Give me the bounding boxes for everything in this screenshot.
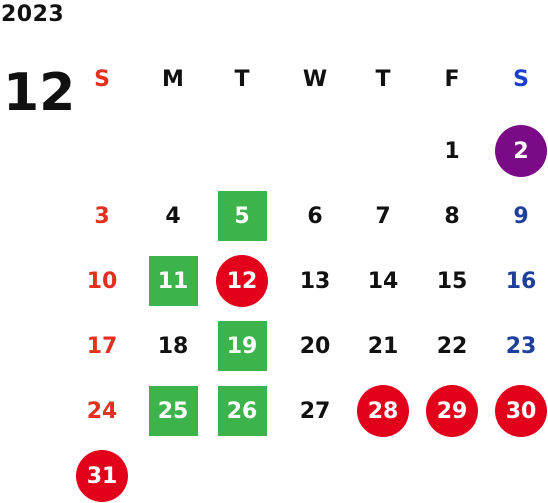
calendar-day-1[interactable]: 1 [444,138,460,164]
calendar-day-6[interactable]: 6 [307,203,323,229]
year-label: 2023 [1,2,65,27]
calendar-day-15[interactable]: 15 [436,268,468,294]
calendar-day-3[interactable]: 3 [94,203,110,229]
calendar-day-16[interactable]: 16 [505,268,537,294]
calendar-day-27[interactable]: 27 [299,398,331,424]
calendar-day-29[interactable]: 29 [426,385,478,437]
calendar-day-18[interactable]: 18 [157,333,189,359]
calendar-day-21[interactable]: 21 [367,333,399,359]
calendar-day-17[interactable]: 17 [86,333,118,359]
calendar-day-12[interactable]: 12 [216,255,268,307]
calendar-day-4[interactable]: 4 [165,203,181,229]
weekday-header-fri: F [444,67,460,92]
calendar-day-7[interactable]: 7 [375,203,391,229]
calendar-day-2[interactable]: 2 [495,125,547,177]
calendar-day-5[interactable]: 5 [217,191,267,241]
calendar-day-31[interactable]: 31 [76,450,128,502]
calendar-day-13[interactable]: 13 [299,268,331,294]
weekday-header-sat: S [513,67,529,92]
calendar-day-11[interactable]: 11 [148,256,198,306]
calendar-day-30[interactable]: 30 [495,385,547,437]
calendar-day-9[interactable]: 9 [513,203,529,229]
weekday-header-mon: M [162,67,184,92]
calendar-day-28[interactable]: 28 [357,385,409,437]
weekday-header-tue: T [234,67,250,92]
calendar-day-24[interactable]: 24 [86,398,118,424]
weekday-header-sun: S [94,67,110,92]
calendar-day-23[interactable]: 23 [505,333,537,359]
month-number: 12 [3,63,76,123]
calendar-day-26[interactable]: 26 [217,386,267,436]
calendar-day-10[interactable]: 10 [86,268,118,294]
calendar-day-8[interactable]: 8 [444,203,460,229]
calendar-day-22[interactable]: 22 [436,333,468,359]
weekday-header-thu: T [375,67,391,92]
calendar-day-19[interactable]: 19 [217,321,267,371]
calendar-day-14[interactable]: 14 [367,268,399,294]
weekday-header-wed: W [302,67,328,92]
calendar-day-25[interactable]: 25 [148,386,198,436]
calendar-day-20[interactable]: 20 [299,333,331,359]
